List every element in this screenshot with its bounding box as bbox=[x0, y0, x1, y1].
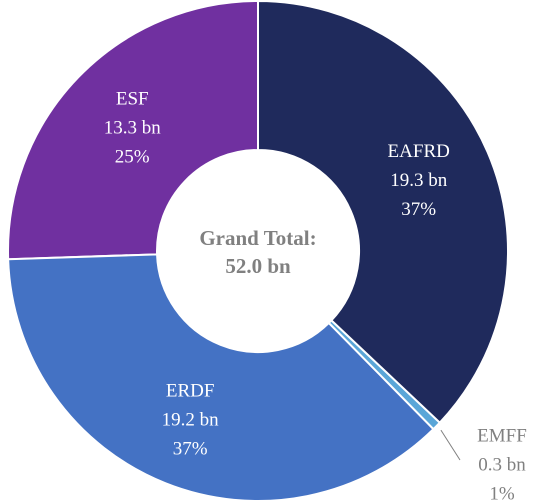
value-label: 0.3 bn bbox=[478, 454, 526, 475]
total-label: Grand Total: bbox=[199, 226, 316, 250]
leader-line bbox=[440, 429, 461, 461]
percent-label: 37% bbox=[173, 438, 208, 459]
percent-label: 25% bbox=[115, 147, 150, 168]
slice-name: ERDF bbox=[166, 380, 215, 401]
slice bbox=[7, 253, 435, 502]
value-label: 13.3 bn bbox=[104, 118, 162, 139]
slice bbox=[7, 0, 259, 261]
total: 52.0 bn bbox=[225, 254, 291, 278]
value-label: 19.3 bn bbox=[390, 170, 448, 191]
percent-label: 1% bbox=[489, 483, 515, 503]
value-label: 19.2 bn bbox=[162, 409, 220, 430]
slice-name: EAFRD bbox=[388, 141, 450, 162]
percent-label: 37% bbox=[401, 199, 436, 220]
slice bbox=[257, 0, 509, 425]
slice-name: EMFF bbox=[477, 425, 527, 446]
slice-name: ESF bbox=[116, 89, 149, 110]
